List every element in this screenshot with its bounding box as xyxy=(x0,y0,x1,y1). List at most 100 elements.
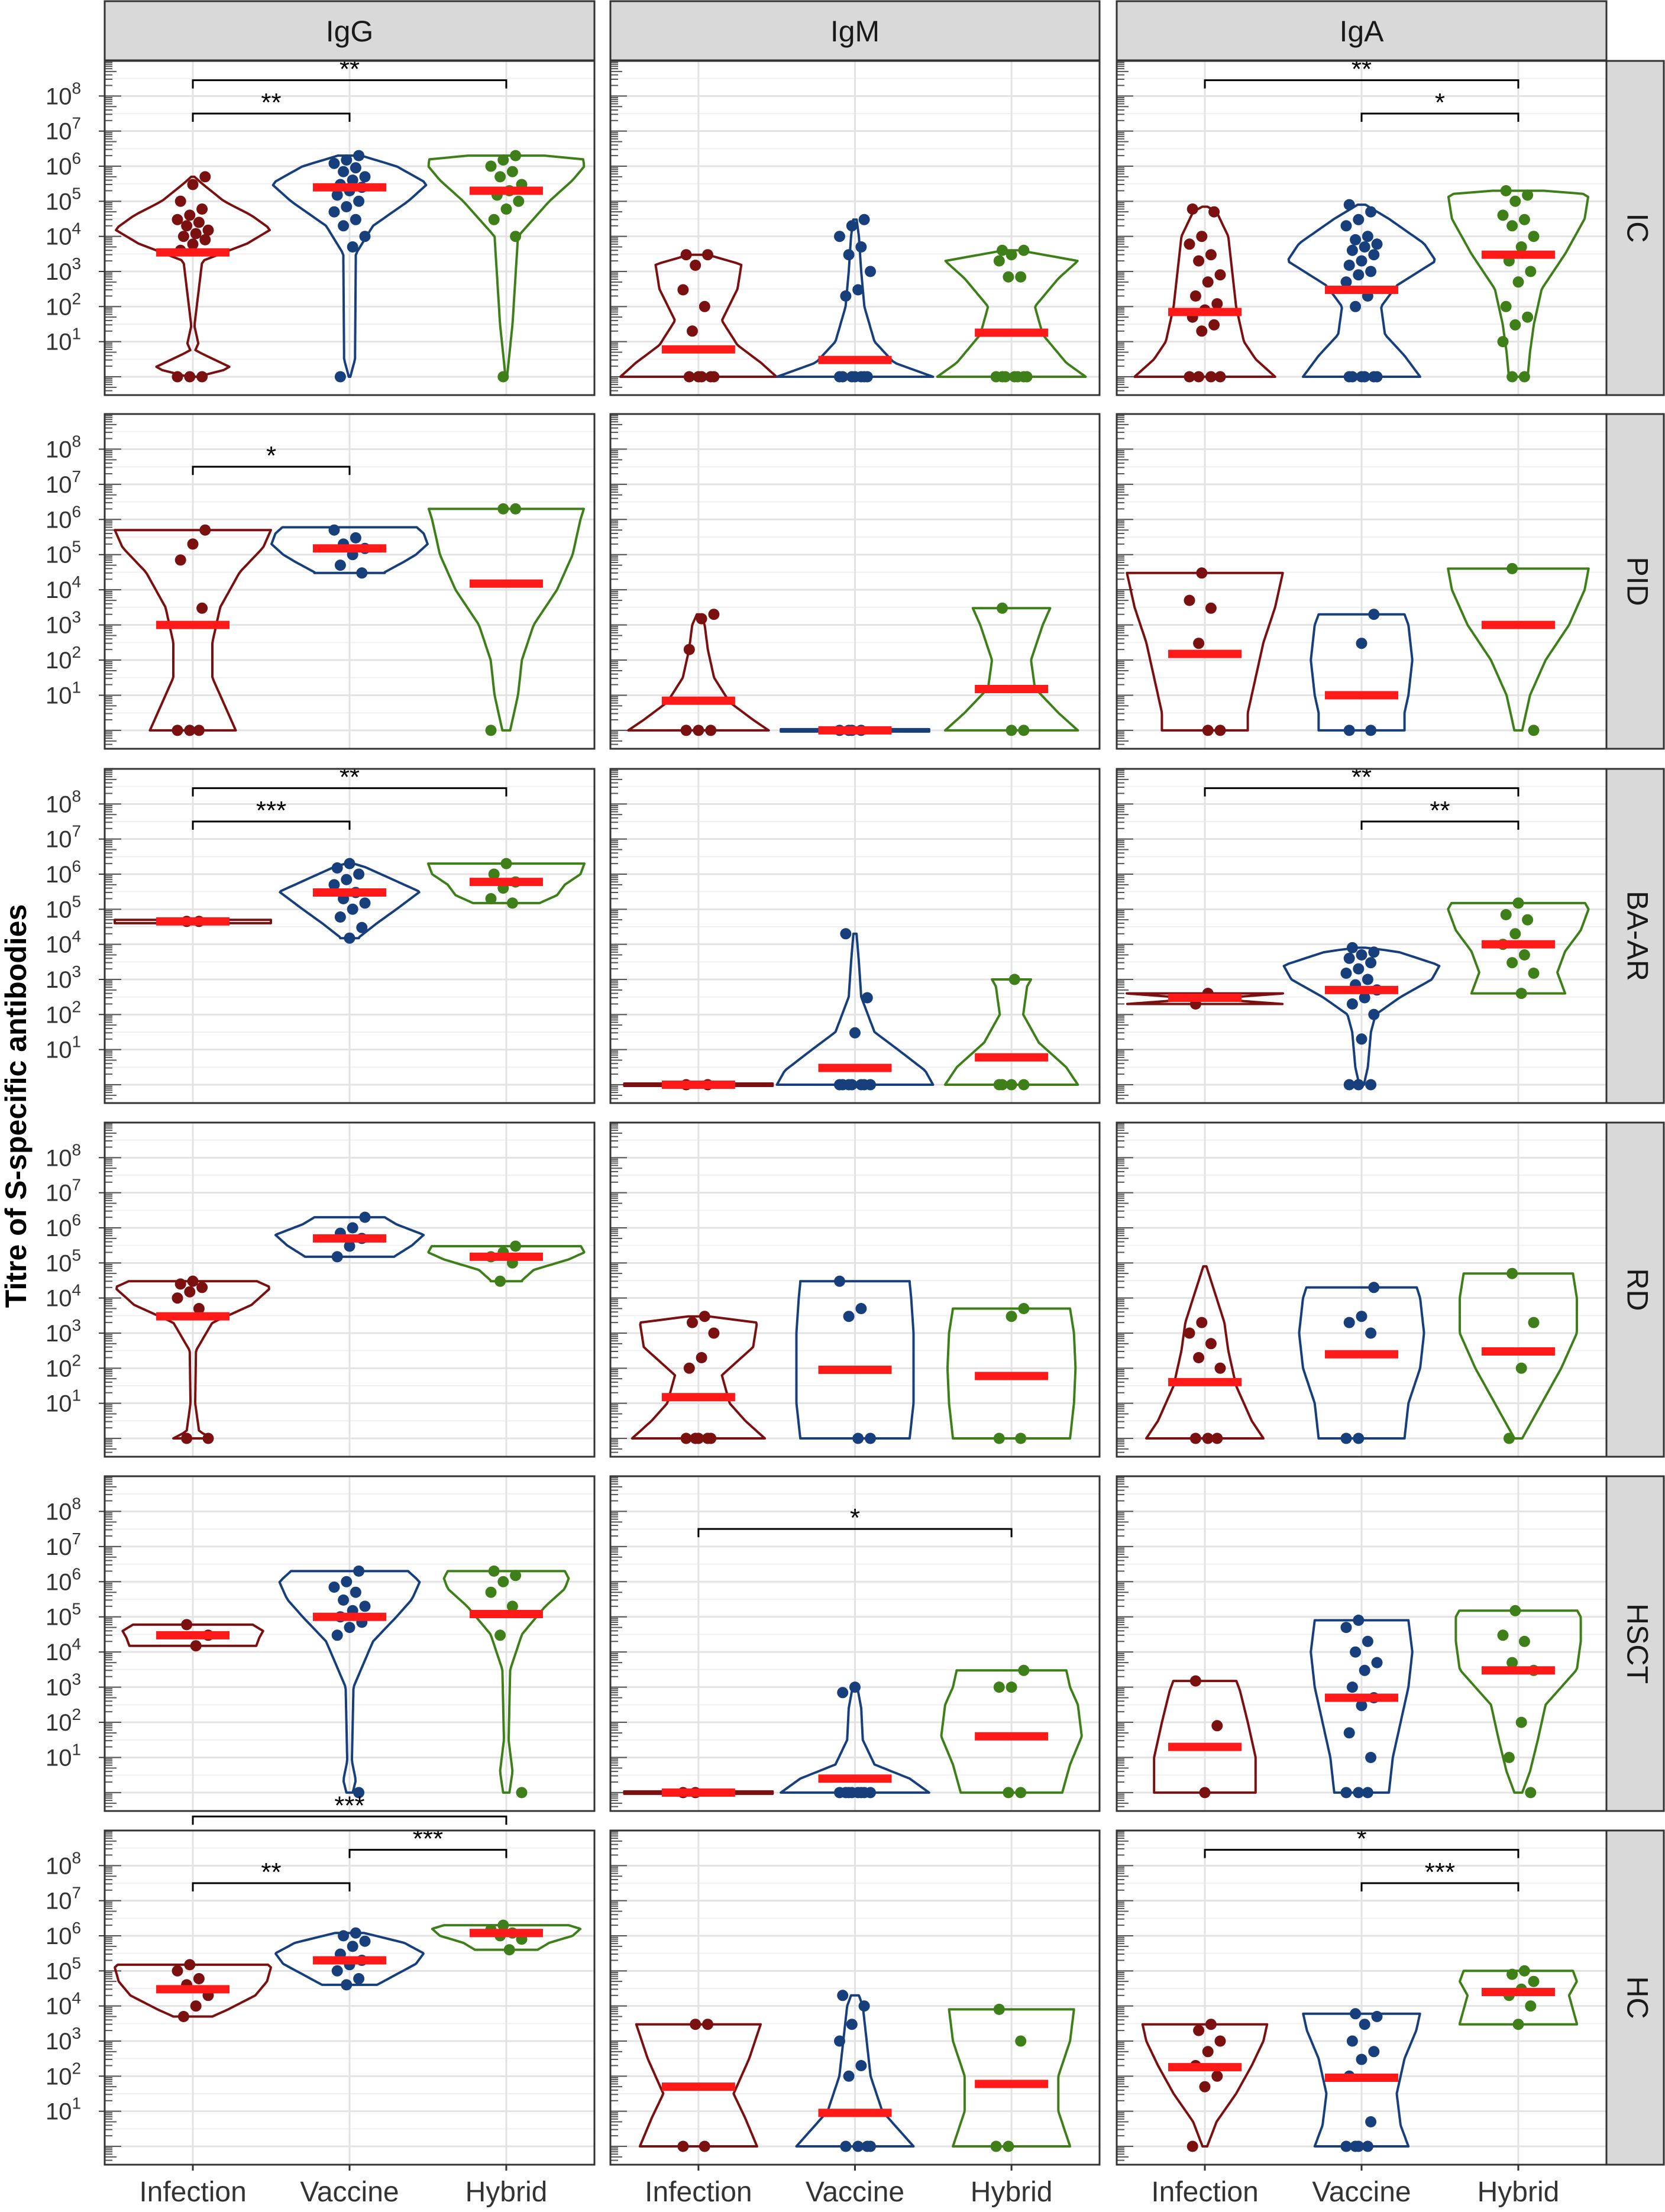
data-point-ic-iga-hybrid xyxy=(1512,276,1524,288)
y-tick-label: 101 xyxy=(46,1386,81,1417)
violin-rd-igg-vaccine xyxy=(274,1216,425,1258)
data-point-hc-igm-vaccine xyxy=(834,2035,845,2047)
y-tick-label: 104 xyxy=(46,219,81,250)
data-point-hsct-iga-vaccine xyxy=(1362,1635,1373,1647)
data-point-rd-igm-infection xyxy=(699,1311,710,1322)
data-point-ba-ar-iga-hybrid xyxy=(1515,988,1527,1000)
data-point-pid-igg-vaccine xyxy=(334,560,346,571)
data-point-ic-iga-infection xyxy=(1186,203,1198,215)
y-tick-label: 104 xyxy=(46,927,81,958)
data-point-rd-iga-vaccine xyxy=(1356,1311,1367,1322)
data-point-ba-ar-iga-vaccine xyxy=(1353,963,1365,975)
data-point-hsct-igg-hybrid xyxy=(510,1570,522,1582)
data-point-rd-igm-hybrid xyxy=(993,1432,1005,1444)
data-point-ba-ar-igg-vaccine xyxy=(331,862,343,874)
row-strip-label-ba-ar: BA-AR xyxy=(1621,891,1654,981)
data-point-ic-igm-vaccine xyxy=(834,231,845,242)
data-point-ic-igg-vaccine xyxy=(338,220,350,232)
y-tick-label: 108 xyxy=(46,79,81,109)
data-point-ic-igg-infection xyxy=(199,234,211,245)
data-point-pid-igg-infection xyxy=(193,725,205,736)
x-tick-label-vaccine: Vaccine xyxy=(1312,2177,1411,2208)
y-tick-label: 106 xyxy=(46,1211,81,1241)
data-point-pid-igg-infection xyxy=(172,725,183,736)
data-point-ic-igg-infection xyxy=(196,203,208,215)
data-point-hc-iga-hybrid xyxy=(1525,2000,1537,2012)
data-point-hc-iga-infection xyxy=(1211,2070,1223,2082)
data-point-rd-iga-infection xyxy=(1196,1317,1208,1328)
data-point-hsct-iga-vaccine xyxy=(1343,1727,1355,1739)
panel-border-rd-iga xyxy=(1116,1121,1608,1458)
significance-bracket-ic-igg-infection-vaccine xyxy=(192,112,351,122)
data-point-ba-ar-igm-hybrid xyxy=(1006,1079,1017,1091)
data-point-hc-igm-infection xyxy=(699,2140,710,2152)
data-point-hsct-igg-infection xyxy=(181,1619,193,1631)
data-point-pid-igm-hybrid xyxy=(997,602,1008,614)
data-point-ic-igg-vaccine xyxy=(353,195,365,207)
data-point-ic-igm-infection xyxy=(702,249,713,261)
data-point-hsct-igm-vaccine xyxy=(834,1787,845,1799)
data-point-pid-igm-infection xyxy=(693,725,704,736)
data-point-ba-ar-iga-hybrid xyxy=(1528,968,1540,979)
violin-hc-igm-hybrid xyxy=(948,2008,1075,2148)
data-point-hc-igm-vaccine xyxy=(846,2019,858,2030)
y-tick-label: 107 xyxy=(46,1884,81,1915)
y-tick-label: 106 xyxy=(46,149,81,180)
data-point-pid-igg-hybrid xyxy=(497,503,509,515)
data-point-rd-iga-infection xyxy=(1193,1352,1205,1363)
significance-label-pid-igg: * xyxy=(266,441,276,470)
y-tick-label: 101 xyxy=(46,678,81,709)
data-point-pid-igg-vaccine xyxy=(356,567,368,579)
row-strip-ba-ar xyxy=(1605,768,1665,1104)
violin-pid-igg-infection xyxy=(114,529,272,732)
data-point-ic-iga-infection xyxy=(1208,206,1220,218)
significance-bracket-hsct-igm-infection-hybrid xyxy=(697,1528,1013,1538)
data-point-hsct-iga-vaccine xyxy=(1346,1681,1358,1693)
significance-bracket-ic-iga-vaccine-hybrid xyxy=(1360,112,1519,122)
violin-pid-igg-vaccine xyxy=(270,526,429,574)
data-point-ba-ar-iga-hybrid xyxy=(1506,957,1518,969)
y-tick-label: 106 xyxy=(46,857,81,888)
violin-ic-igg-infection xyxy=(115,175,271,378)
data-point-rd-igg-hybrid xyxy=(510,1240,522,1252)
data-point-hc-iga-infection xyxy=(1202,2046,1214,2058)
data-point-ic-igg-hybrid xyxy=(510,150,522,161)
data-point-rd-iga-vaccine xyxy=(1353,1432,1365,1444)
data-point-ba-ar-igm-vaccine xyxy=(846,1079,858,1091)
data-point-rd-igg-infection xyxy=(196,1282,208,1293)
data-point-hsct-igg-hybrid xyxy=(485,1586,497,1598)
data-point-hc-igg-vaccine xyxy=(338,1930,350,1942)
data-point-ic-igg-infection xyxy=(177,231,189,242)
violin-hc-iga-infection xyxy=(1141,2023,1269,2148)
data-point-ic-igm-hybrid xyxy=(993,255,1005,267)
significance-label-ic-iga: ** xyxy=(1352,55,1372,84)
data-point-rd-iga-hybrid xyxy=(1515,1362,1527,1374)
y-tick-label: 102 xyxy=(46,1351,81,1382)
data-point-hsct-iga-hybrid xyxy=(1515,1716,1527,1728)
data-point-ic-iga-hybrid xyxy=(1518,214,1530,225)
y-tick-label: 106 xyxy=(46,502,81,533)
data-point-ic-iga-vaccine xyxy=(1350,234,1362,245)
data-point-rd-igg-infection xyxy=(172,1292,183,1304)
data-point-hc-igm-vaccine xyxy=(858,2000,870,2012)
data-point-rd-iga-vaccine xyxy=(1340,1432,1352,1444)
data-point-hc-igm-vaccine xyxy=(852,2140,864,2152)
data-point-rd-iga-infection xyxy=(1214,1362,1226,1374)
data-point-rd-igm-infection xyxy=(708,1327,720,1339)
y-tick-label: 107 xyxy=(46,822,81,853)
data-point-rd-iga-hybrid xyxy=(1503,1432,1515,1444)
y-tick-label: 102 xyxy=(46,643,81,674)
data-point-hsct-igg-hybrid xyxy=(488,1565,500,1577)
data-point-hsct-iga-hybrid xyxy=(1506,1657,1518,1668)
significance-label-ic-igg: ** xyxy=(340,55,360,84)
data-point-ic-igm-vaccine xyxy=(849,371,861,383)
data-point-rd-igm-vaccine xyxy=(852,1432,864,1444)
violin-hsct-igm-hybrid xyxy=(940,1669,1083,1794)
y-tick-label: 108 xyxy=(46,1494,81,1525)
data-point-rd-igg-infection xyxy=(187,1275,199,1287)
panel-border-pid-iga xyxy=(1116,413,1608,750)
data-point-rd-igg-infection xyxy=(174,1278,186,1290)
data-point-ic-iga-hybrid xyxy=(1528,231,1540,242)
panel-border-rd-igg xyxy=(104,1121,596,1458)
data-point-ba-ar-igm-vaccine xyxy=(858,1079,870,1091)
